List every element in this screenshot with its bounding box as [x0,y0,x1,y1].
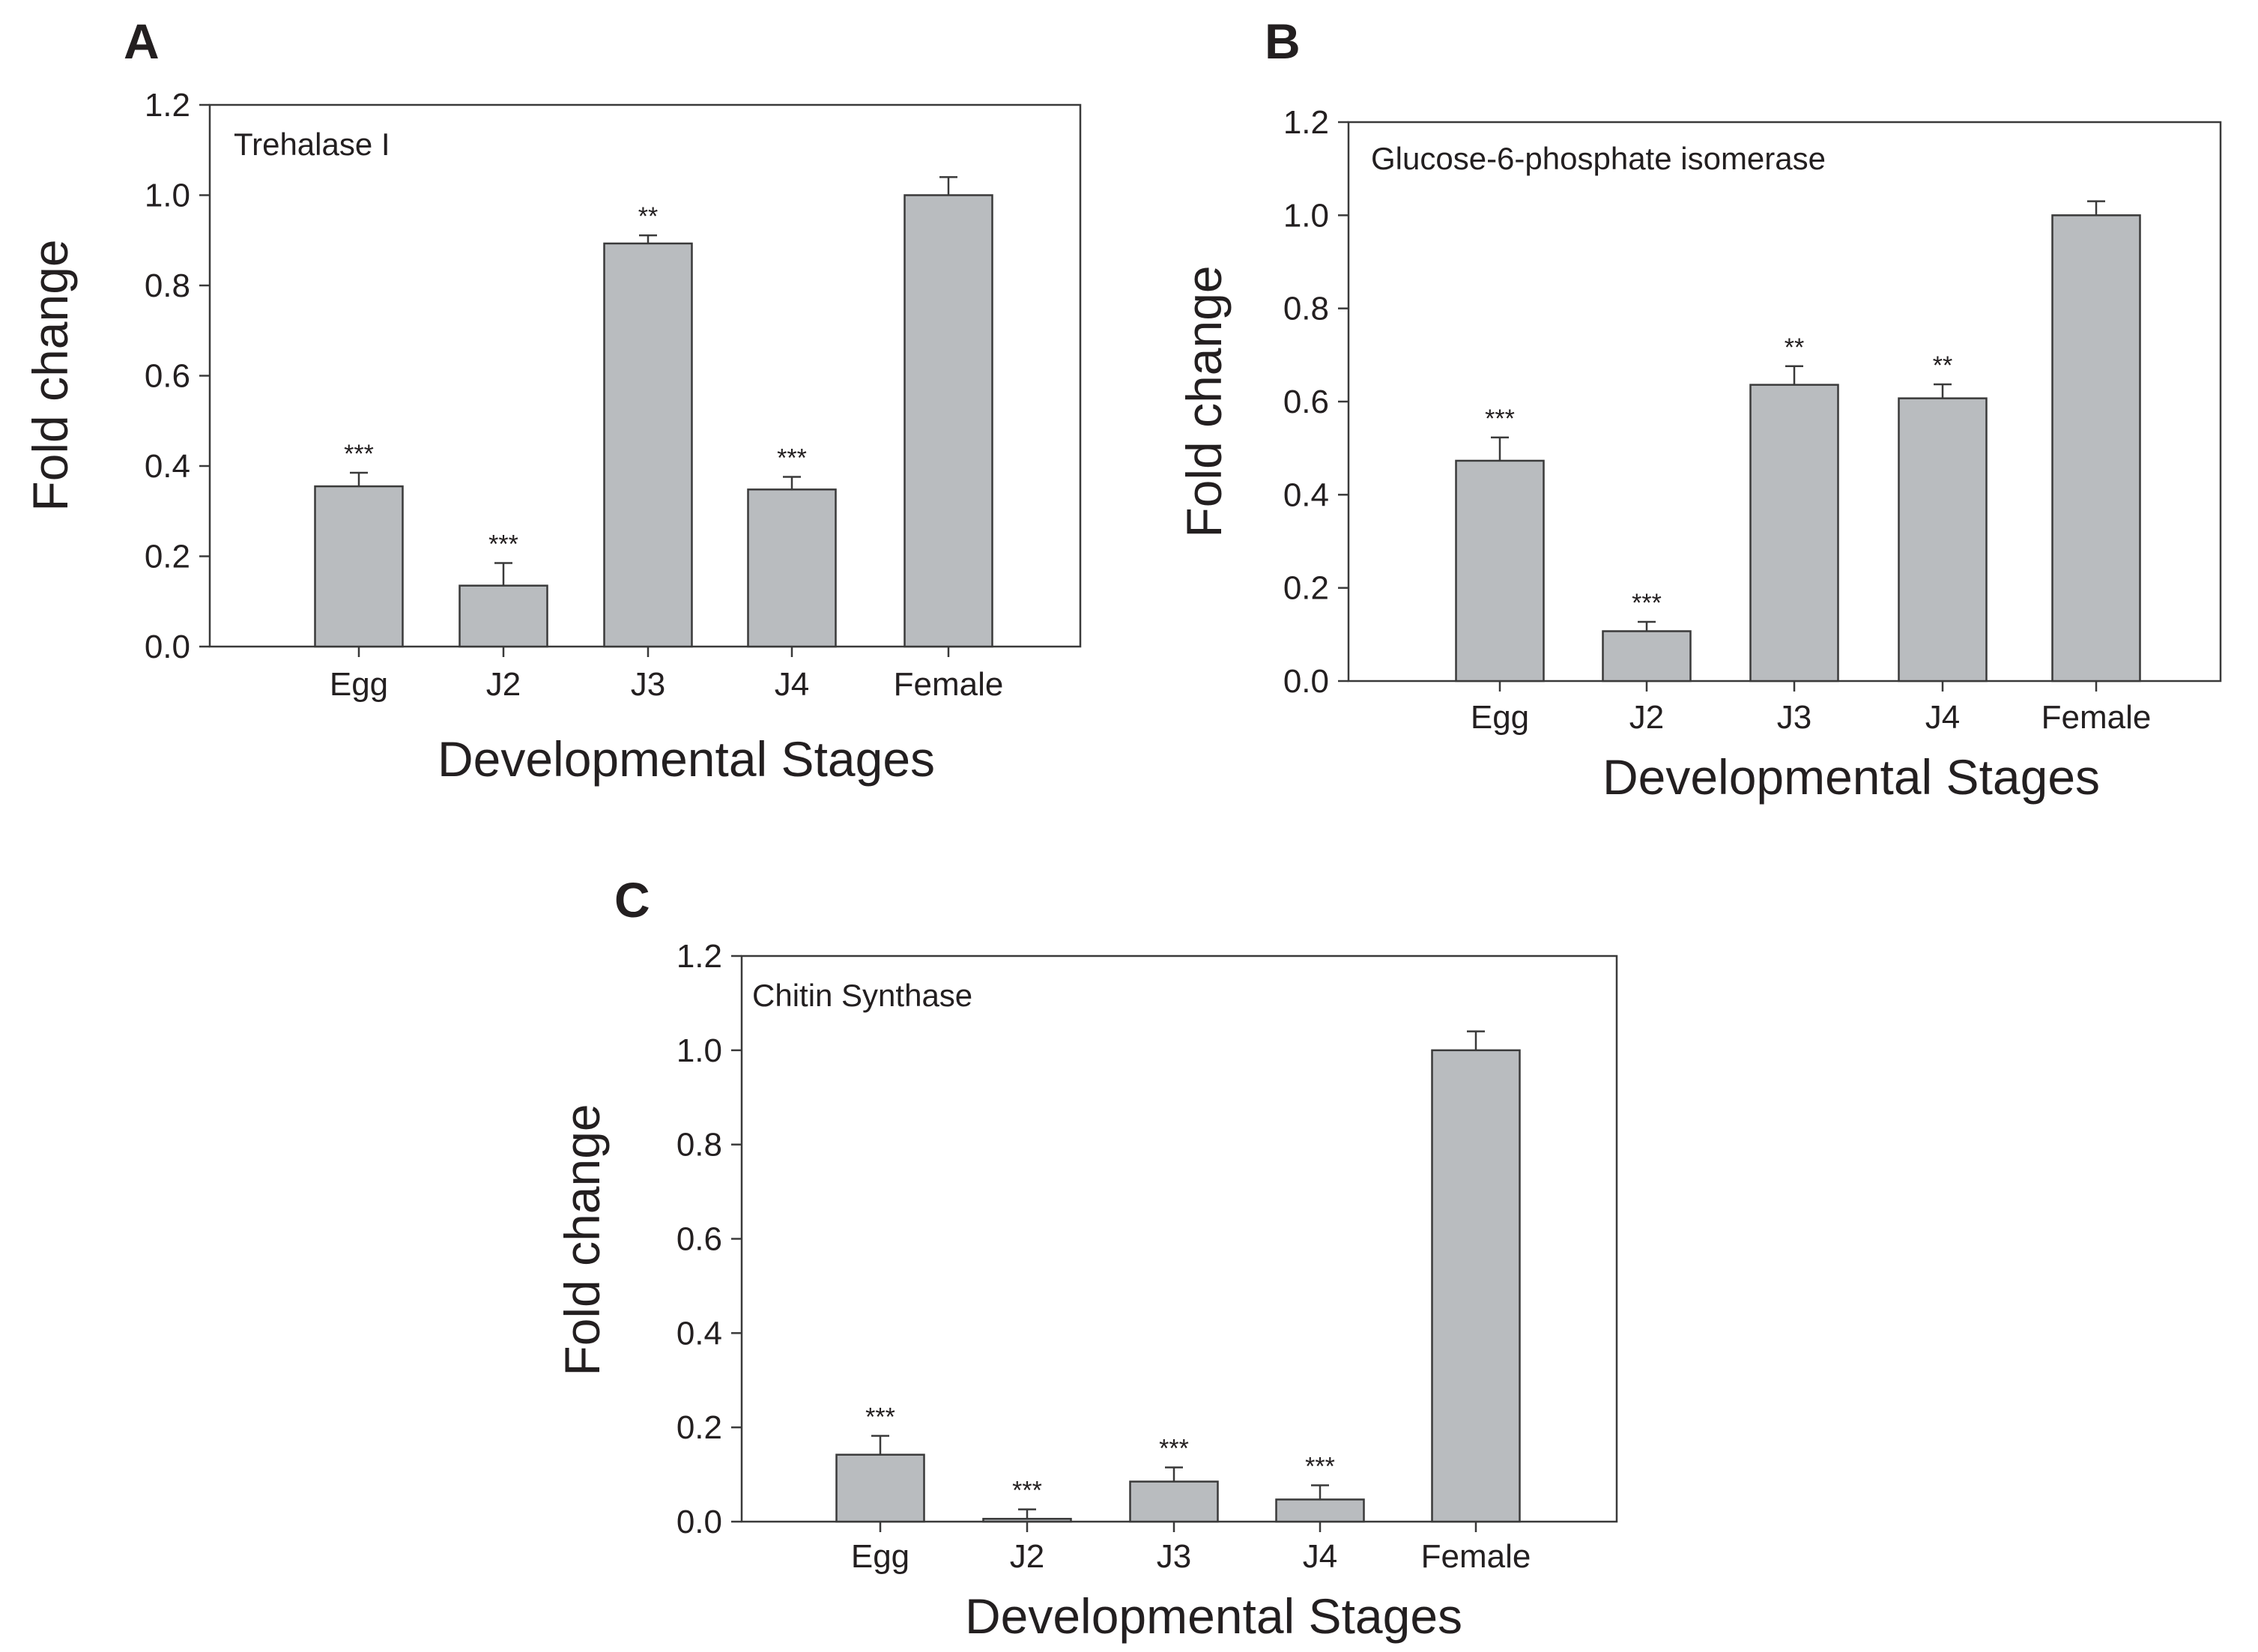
panel-c-xlabel: Developmental Stages [965,1588,1462,1644]
panel-a-ytick-label: 0.8 [145,267,190,304]
panel-a-ticks: 0.0 0.2 0.4 0.6 0.8 1.0 1.2 [145,87,210,665]
panel-b-significance-egg: *** [1485,405,1515,433]
panel-a-ytick-label: 0.0 [145,629,190,665]
panel-c-category-egg: Egg [851,1538,909,1575]
panel-b-category-j3: J3 [1777,699,1811,736]
panel-b-bar-j3 [1749,384,1839,683]
panel-b-category-egg: Egg [1471,699,1529,736]
panel-b: B Glucose-6-phosphate isomerase Fold cha… [1176,13,2222,805]
panel-c-bar-egg [835,1453,925,1523]
panel-a-category-j2: J2 [486,666,521,703]
panel-c-category-j4: J4 [1303,1538,1337,1575]
panel-b-label: B [1265,13,1301,69]
panel-a-ytick-label: 1.2 [145,87,190,124]
panel-a-label: A [124,13,160,69]
panel-c-ytick-label: 0.0 [677,1504,722,1540]
panel-c-significance-j3: *** [1159,1435,1189,1463]
panel-b-xlabel: Developmental Stages [1602,749,2100,805]
panel-a-significance-j4: *** [777,444,807,472]
panel-b-ytick-label: 0.6 [1283,384,1329,420]
panel-a-category-j4: J4 [775,666,809,703]
panel-c-label: C [614,872,650,928]
panel-b-ytick-label: 0.2 [1283,570,1329,607]
panel-b-ytick-label: 1.0 [1283,197,1329,234]
panel-c-ylabel: Fold change [554,1104,610,1376]
panel-b-category-j2: J2 [1629,699,1664,736]
panel-a-bar-egg [314,485,404,648]
panel-b-significance-j3: ** [1785,333,1804,362]
panel-b-bar-j4 [1898,397,1988,683]
panel-b-category-female: Female [2041,699,2152,736]
panel-c-category-female: Female [1421,1538,1531,1575]
panel-a-ytick-label: 0.6 [145,358,190,395]
panel-b-title: Glucose-6-phosphate isomerase [1371,141,1826,176]
panel-a-bar-j3 [603,242,693,648]
panel-a-significance-egg: *** [344,440,374,468]
panel-a: A Trehalase I Fold change Developmental … [22,13,1082,787]
panel-b-ytick-label: 0.8 [1283,291,1329,327]
panel-a-ylabel: Fold change [22,239,78,511]
panel-a-ytick-label: 0.2 [145,539,190,575]
panel-c-bar-female [1431,1049,1521,1523]
panel-c-category-j2: J2 [1010,1538,1044,1575]
panel-a-ytick-label: 0.4 [145,448,190,485]
panel-c-bar-j2 [982,1517,1072,1523]
panel-b-bar-egg [1455,459,1545,683]
panel-a-title: Trehalase I [234,127,390,162]
panel-b-bar-female [2051,214,2141,683]
panel-c-significance-j4: *** [1305,1453,1335,1481]
panel-a-xlabel: Developmental Stages [438,731,935,787]
panel-b-ylabel: Fold change [1176,265,1232,537]
panel-b-significance-j4: ** [1933,351,1952,380]
panel-c-ytick-label: 1.0 [677,1032,722,1069]
panel-c: C Chitin Synthase Fold change Developmen… [554,872,1618,1644]
panel-b-ytick-label: 0.4 [1283,476,1329,513]
panel-a-bar-female [903,194,993,648]
panel-a-bar-j2 [458,584,548,648]
panel-c-significance-egg: *** [865,1403,895,1431]
panel-c-significance-j2: *** [1012,1477,1042,1505]
panel-a-bar-j4 [747,488,837,648]
panel-a-ytick-label: 1.0 [145,178,190,214]
panel-b-category-j4: J4 [1925,699,1960,736]
panel-a-category-j3: J3 [631,666,665,703]
panel-c-ticks: 0.0 0.2 0.4 0.6 0.8 1.0 1.2 [677,938,742,1540]
panel-a-significance-j3: ** [638,202,658,231]
panel-a-bars: *** Egg *** J2 ** J3 *** J4 Female [314,176,1004,703]
panel-c-bar-j3 [1129,1480,1219,1523]
panel-c-category-j3: J3 [1157,1538,1191,1575]
panel-c-title: Chitin Synthase [752,978,972,1013]
panel-c-ytick-label: 0.2 [677,1409,722,1446]
panel-c-ytick-label: 0.6 [677,1221,722,1258]
panel-b-significance-j2: *** [1632,589,1662,617]
panel-b-bar-j2 [1602,630,1692,683]
panel-b-ticks: 0.0 0.2 0.4 0.6 0.8 1.0 1.2 [1283,104,1349,700]
panel-c-ytick-label: 0.8 [677,1127,722,1164]
panel-b-bars: *** Egg *** J2 ** J3 ** J4 Female [1455,200,2152,736]
panel-b-ytick-label: 1.2 [1283,104,1329,141]
panel-a-category-egg: Egg [330,666,388,703]
panel-c-ytick-label: 1.2 [677,938,722,975]
panel-a-significance-j2: *** [488,530,518,559]
panel-c-bar-j4 [1275,1498,1365,1523]
panel-a-category-female: Female [894,666,1004,703]
panel-b-ytick-label: 0.0 [1283,663,1329,700]
panel-c-ytick-label: 0.4 [677,1315,722,1352]
panel-c-bars: *** Egg *** J2 *** J3 *** J4 Female [835,1030,1531,1575]
